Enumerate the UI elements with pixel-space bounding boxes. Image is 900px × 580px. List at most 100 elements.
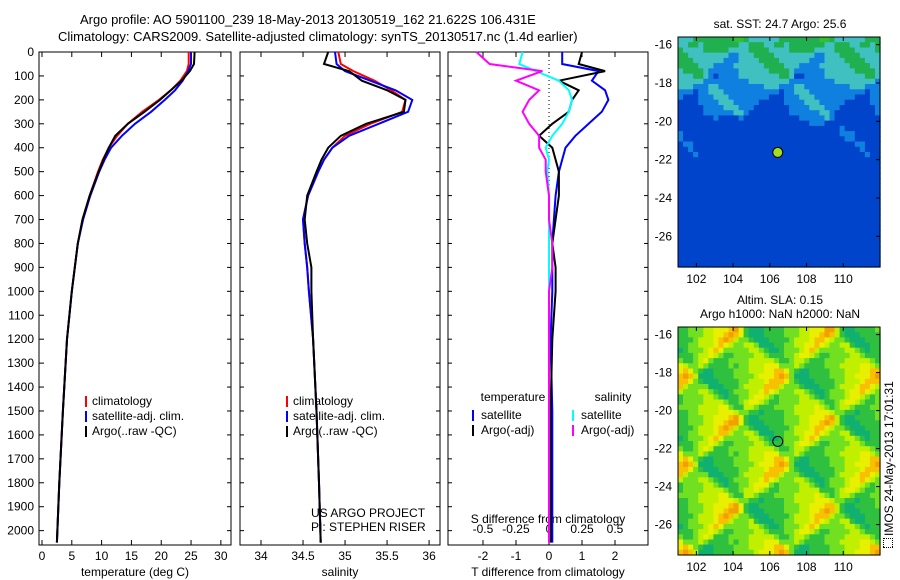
map-cell	[779, 389, 785, 395]
map-cell	[688, 105, 694, 111]
map-cell	[819, 105, 826, 111]
map-cell	[713, 461, 720, 468]
map-cell	[799, 378, 805, 385]
map-cell	[763, 508, 770, 515]
map-cell	[758, 363, 765, 370]
map-cell	[683, 225, 689, 232]
map-cell	[844, 199, 851, 205]
map-cell	[758, 523, 765, 530]
map-cell	[809, 404, 815, 411]
map-cell	[703, 549, 709, 556]
map-cell	[784, 68, 790, 75]
map-cell	[723, 466, 730, 473]
map-cell	[678, 105, 684, 111]
map-cell	[743, 394, 750, 401]
map-cell	[703, 378, 709, 385]
map-cell	[703, 523, 709, 530]
map-cell	[794, 178, 800, 184]
map-cell	[738, 425, 745, 432]
map-cell	[753, 37, 760, 43]
map-cell	[824, 157, 831, 164]
map-cell	[748, 441, 755, 447]
map-cell	[875, 529, 881, 535]
map-cell	[804, 461, 810, 468]
map-cell	[819, 451, 826, 458]
map-cell	[718, 544, 725, 551]
map-cell	[875, 214, 881, 221]
map-cell	[768, 172, 775, 179]
map-cell	[844, 539, 851, 546]
map-cell	[688, 162, 694, 169]
map-cell	[774, 487, 780, 494]
map-cell	[784, 146, 790, 153]
map-cell	[875, 337, 881, 344]
map-cell	[804, 409, 810, 416]
map-y-tick-label: -24	[655, 191, 673, 205]
map-cell	[713, 251, 720, 258]
map-cell	[824, 435, 831, 442]
map-cell	[864, 399, 871, 406]
map-cell	[683, 523, 689, 530]
map-cell	[683, 183, 689, 190]
map-cell	[698, 240, 704, 247]
map-cell	[698, 446, 704, 452]
map-cell	[678, 492, 684, 499]
map-cell	[824, 404, 831, 411]
map-cell	[839, 47, 846, 54]
map-cell	[859, 404, 866, 411]
map-cell	[774, 99, 780, 106]
map-cell	[799, 544, 805, 551]
map-cell	[844, 141, 851, 148]
map-cell	[839, 162, 846, 169]
map-cell	[713, 157, 720, 164]
map-cell	[748, 157, 755, 164]
map-cell	[768, 404, 775, 411]
map-cell	[799, 518, 805, 525]
map-cell	[758, 492, 765, 499]
map-cell	[683, 451, 689, 458]
map-cell	[784, 337, 790, 344]
map-cell	[864, 141, 871, 148]
map-cell	[718, 441, 725, 447]
map-cell	[748, 178, 755, 184]
map-cell	[728, 209, 735, 216]
map-cell	[698, 394, 704, 401]
map-cell	[864, 225, 871, 232]
map-cell	[718, 409, 725, 416]
map-cell	[799, 73, 805, 80]
map-cell	[698, 327, 704, 333]
map-cell	[678, 42, 684, 49]
map-cell	[693, 199, 699, 205]
map-cell	[854, 466, 861, 473]
map-cell	[698, 466, 704, 473]
map-cell	[875, 261, 881, 268]
map-cell	[683, 157, 689, 164]
series-argo-raw-qc-	[303, 51, 407, 543]
map-cell	[799, 508, 805, 515]
map-cell	[854, 84, 861, 90]
map-cell	[748, 384, 755, 390]
map-cell	[859, 503, 866, 509]
y-tick-label: 1100	[8, 308, 34, 322]
map-cell	[763, 425, 770, 432]
map-cell	[809, 99, 815, 106]
map-cell	[758, 399, 765, 406]
map-cell	[688, 332, 694, 338]
map-cell	[809, 420, 815, 427]
map-cell	[824, 373, 831, 380]
map-cell	[839, 63, 846, 69]
map-cell	[875, 477, 881, 484]
map-cell	[834, 508, 841, 515]
map-cell	[804, 110, 810, 117]
map-cell	[864, 42, 871, 49]
map-cell	[814, 415, 821, 421]
map-cell	[733, 466, 740, 473]
map-cell	[683, 394, 689, 401]
map-cell	[849, 204, 856, 211]
map-cell	[763, 193, 770, 200]
map-cell	[859, 131, 866, 137]
map-cell	[794, 544, 800, 551]
map-cell	[869, 461, 876, 468]
map-cell	[693, 89, 699, 96]
map-cell	[794, 251, 800, 258]
